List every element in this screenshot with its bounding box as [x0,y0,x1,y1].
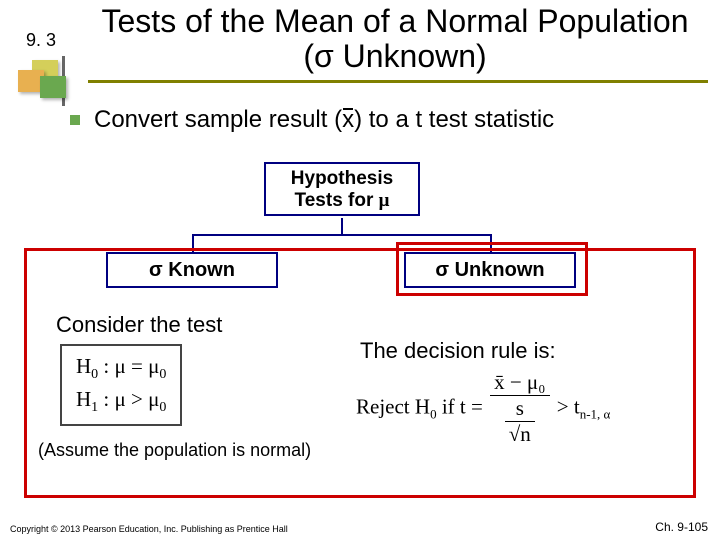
bullet-text-pre: Convert sample result ( [94,106,342,134]
bullet-text-post: ) to a t test statistic [354,106,554,134]
footer-copyright: Copyright © 2013 Pearson Education, Inc.… [10,524,288,534]
formula-denominator: s √n [490,396,549,447]
footer-page: Ch. 9-105 [655,520,708,534]
bullet-icon [70,115,80,125]
root-line2-pre: Tests for [295,190,379,211]
decision-text: The decision rule is: [360,338,556,364]
h1-line: H1 : μ > μ0 [76,385,166,418]
h0-line: H0 : μ = μ0 [76,352,166,385]
xbar-symbol: x [342,106,354,134]
title-underline [88,80,708,83]
consider-text: Consider the test [56,312,222,338]
section-number: 9. 3 [26,30,56,51]
root-line1: Hypothesis [291,168,393,189]
slide-title: Tests of the Mean of a Normal Population… [100,4,690,74]
connector [192,234,492,236]
tree-root: Hypothesis Tests for μ [264,162,420,216]
mu-symbol: μ [379,190,390,211]
hypotheses-box: H0 : μ = μ0 H1 : μ > μ0 [60,344,182,426]
connector [341,218,343,234]
slide-icon [14,60,68,104]
formula-numerator: x̄ − μ₀ [490,370,549,396]
assume-text: (Assume the population is normal) [38,440,311,461]
reject-formula: Reject H0 if t = x̄ − μ₀ s √n > tn-1, α [356,370,610,447]
bullet-line: Convert sample result ( x ) to a t test … [70,106,554,134]
